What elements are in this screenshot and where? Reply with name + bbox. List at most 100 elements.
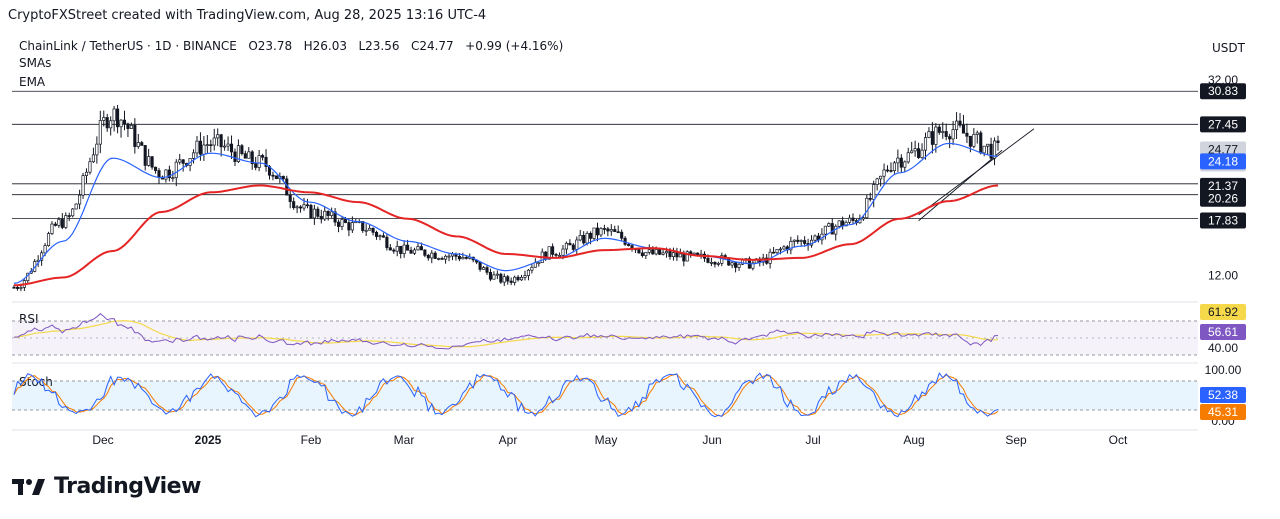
candle-body	[423, 249, 427, 256]
candle-body	[122, 119, 127, 125]
candle-body	[948, 136, 952, 140]
candle-body	[879, 175, 883, 180]
candle-body	[350, 222, 354, 231]
candle-body	[927, 131, 931, 138]
price-level-label: 24.18	[1208, 154, 1238, 168]
indicator-rsi-label[interactable]: RSI	[19, 312, 39, 326]
candle-body	[661, 252, 665, 255]
trendline-lower	[918, 149, 1003, 222]
indicator-smas-label[interactable]: SMAs	[19, 56, 52, 70]
candle-body	[589, 232, 593, 239]
candle-body	[509, 280, 513, 283]
candle-body	[105, 117, 109, 129]
candle-body	[126, 123, 130, 129]
candle-body	[295, 206, 299, 209]
candle-body	[385, 236, 389, 249]
candle-body	[906, 152, 910, 163]
symbol-legend[interactable]: ChainLink / TetherUS · 1D · BINANCE O23.…	[19, 39, 563, 53]
candle-body	[709, 261, 713, 264]
candle-body	[78, 194, 82, 205]
candle-body	[516, 276, 520, 281]
candle-body	[174, 161, 178, 179]
ohlc-open: O23.78	[248, 39, 293, 53]
candle-body	[147, 156, 151, 166]
candle-body	[782, 246, 786, 250]
candle-body	[402, 244, 406, 254]
candle-body	[547, 246, 551, 260]
candle-body	[685, 251, 689, 262]
candle-body	[416, 246, 420, 251]
candle-body	[409, 249, 413, 254]
candle-body	[930, 131, 934, 145]
time-axis-label: Apr	[499, 433, 518, 447]
price-level-label-bg	[1200, 116, 1246, 133]
candle-body	[326, 210, 330, 216]
candle-body	[882, 169, 886, 177]
ohlc-high: H26.03	[303, 39, 347, 53]
price-level-label: 17.83	[1208, 213, 1238, 227]
candle-body	[627, 244, 631, 246]
candle-body	[975, 132, 979, 135]
candle-body	[178, 159, 182, 163]
candle-body	[109, 120, 113, 129]
candle-body	[347, 222, 351, 231]
candle-body	[374, 231, 379, 237]
candle-body	[951, 129, 955, 140]
candle-body	[654, 249, 658, 255]
candle-body	[140, 142, 144, 146]
candle-body	[444, 255, 448, 260]
candle-body	[312, 208, 316, 219]
candle-body	[381, 235, 385, 238]
candle-body	[419, 246, 423, 251]
time-axis-label: 2025	[195, 433, 222, 447]
candle-body	[281, 175, 285, 180]
candle-body	[513, 276, 517, 283]
currency-label[interactable]: USDT	[1212, 41, 1245, 55]
candle-body	[430, 252, 434, 259]
candle-body	[941, 131, 945, 133]
indicator-ema-label[interactable]: EMA	[19, 75, 46, 89]
candle-body	[488, 271, 493, 280]
price-level-label: 27.45	[1208, 117, 1238, 131]
candle-body	[530, 266, 534, 271]
candle-body	[157, 170, 161, 178]
candle-body	[692, 252, 696, 255]
candle-body	[595, 227, 600, 236]
candle-body	[651, 249, 655, 255]
candle-body	[257, 155, 261, 168]
candle-body	[305, 204, 310, 207]
time-axis-label: Oct	[1109, 433, 1128, 447]
candle-body	[841, 220, 845, 227]
candle-body	[920, 149, 924, 158]
candle-body	[319, 215, 323, 220]
candle-body	[716, 263, 720, 265]
candle-body	[143, 145, 147, 166]
candle-body	[965, 132, 969, 137]
candle-body	[243, 153, 247, 159]
candle-body	[613, 229, 617, 233]
stoch-tick-label: 100.00	[1205, 363, 1242, 377]
candle-body	[696, 252, 700, 255]
time-axis-label: Feb	[301, 433, 322, 447]
candle-body	[288, 194, 292, 202]
candle-body	[944, 131, 948, 137]
candle-body	[844, 221, 848, 227]
candle-body	[861, 217, 865, 220]
candle-body	[53, 223, 57, 226]
indicator-stoch-label[interactable]: Stoch	[19, 375, 53, 389]
candle-body	[240, 145, 244, 154]
candle-body	[171, 177, 175, 180]
candle-body	[592, 227, 596, 239]
tradingview-logo[interactable]: TradingView	[12, 474, 201, 499]
candle-body	[378, 235, 382, 238]
time-axis-label: Jul	[805, 433, 820, 447]
stoch-d-value-label-bg	[1200, 404, 1246, 420]
candle-body	[219, 134, 223, 148]
rsi-ma-value-label-bg	[1200, 304, 1246, 320]
symbol-name[interactable]: ChainLink / TetherUS · 1D · BINANCE	[19, 39, 237, 53]
candle-body	[440, 258, 444, 260]
candle-body	[575, 239, 579, 250]
candle-body	[50, 223, 54, 234]
candle-body	[495, 273, 499, 276]
